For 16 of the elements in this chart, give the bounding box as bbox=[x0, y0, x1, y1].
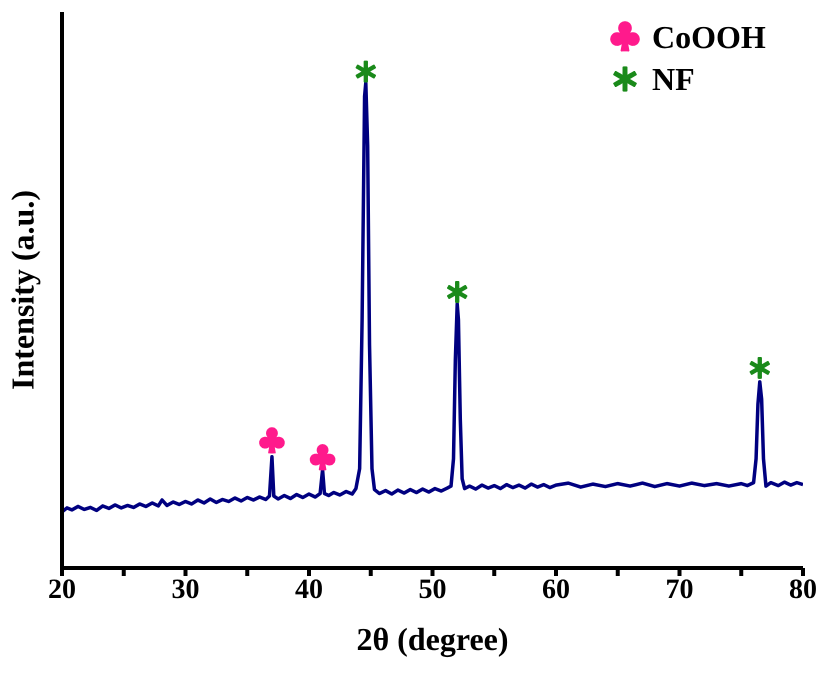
legend-label: CoOOH bbox=[652, 18, 766, 57]
point bbox=[750, 356, 770, 379]
x-tick-label: 70 bbox=[666, 574, 694, 605]
x-tick-label: 30 bbox=[172, 574, 200, 605]
point bbox=[446, 280, 468, 303]
legend-label: NF bbox=[652, 60, 695, 99]
x-tick-label: 80 bbox=[789, 574, 817, 605]
x-tick-label: 60 bbox=[542, 574, 570, 605]
x-axis-title: 2θ (degree) bbox=[356, 621, 509, 658]
x-tick-label: 40 bbox=[295, 574, 323, 605]
y-axis-title: Intensity (a.u.) bbox=[4, 190, 40, 390]
point bbox=[356, 60, 376, 83]
point bbox=[310, 444, 336, 470]
point bbox=[259, 427, 285, 454]
x-tick-label: 50 bbox=[418, 574, 446, 605]
x-tick-label: 20 bbox=[48, 574, 76, 605]
